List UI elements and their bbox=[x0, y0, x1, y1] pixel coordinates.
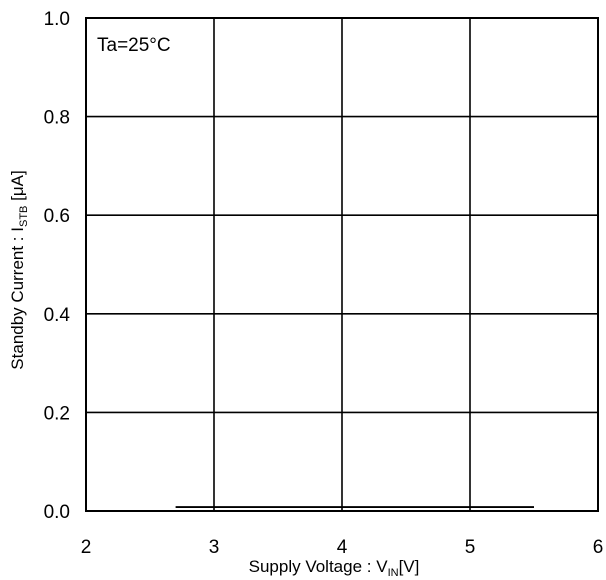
x-tick-label: 4 bbox=[337, 537, 348, 558]
x-axis-label-sub: IN bbox=[388, 567, 399, 579]
plot-frame bbox=[85, 17, 599, 512]
y-tick-label: 0.6 bbox=[44, 206, 70, 227]
y-tick-label: 0.8 bbox=[44, 108, 70, 129]
x-tick-label: 3 bbox=[209, 537, 220, 558]
y-axis-label-sub: STB bbox=[18, 206, 30, 227]
x-tick-label: 6 bbox=[593, 537, 604, 558]
y-tick-label: 1.0 bbox=[44, 9, 70, 30]
temperature-annotation: Ta=25°C bbox=[97, 35, 171, 56]
y-axis-label: Standby Current : ISTB [μA] bbox=[8, 170, 30, 369]
x-axis-label-unit: [V] bbox=[399, 557, 420, 576]
y-tick-labels: 0.0 0.2 0.4 0.6 0.8 1.0 bbox=[44, 9, 71, 523]
x-axis-label: Supply Voltage : VIN[V] bbox=[249, 557, 420, 579]
x-tick-labels: 2 3 4 5 6 bbox=[81, 537, 604, 558]
x-axis-label-main: Supply Voltage : V bbox=[249, 557, 389, 576]
x-tick-label: 5 bbox=[465, 537, 476, 558]
y-tick-label: 0.0 bbox=[44, 502, 70, 523]
y-axis-label-main: Standby Current : I bbox=[8, 227, 27, 370]
x-tick-label: 2 bbox=[81, 537, 92, 558]
y-tick-label: 0.2 bbox=[44, 403, 70, 424]
grid-lines bbox=[86, 18, 598, 511]
y-axis-label-unit: [μA] bbox=[8, 170, 27, 205]
y-tick-label: 0.4 bbox=[44, 305, 71, 326]
